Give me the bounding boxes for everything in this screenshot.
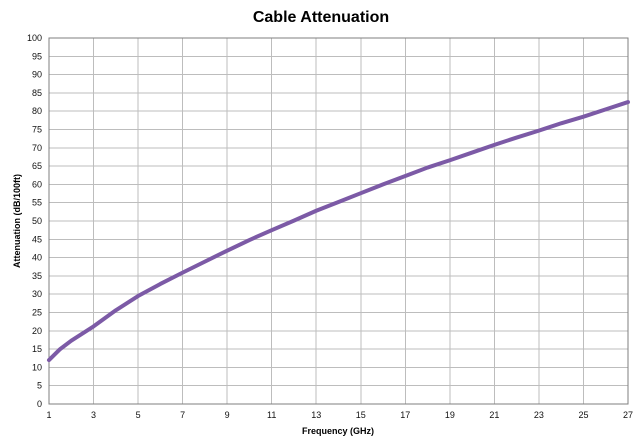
y-tick-label: 40 xyxy=(32,253,42,263)
y-axis-label: Attenuation (dB/100ft) xyxy=(12,174,22,268)
y-tick-label: 75 xyxy=(32,125,42,135)
y-axis-ticks: 0 5 10 15 20 25 30 35 40 45 50 55 60 65 70 75 80 85 90 95 10… xyxy=(27,33,42,409)
y-tick-label: 100 xyxy=(27,33,42,43)
y-tick-label: 65 xyxy=(32,161,42,171)
x-tick-label: 25 xyxy=(578,410,588,420)
y-tick-label: 30 xyxy=(32,289,42,299)
x-axis-ticks: 1 3 5 7 9 11 13 15 17 19 21 23 25 27 xyxy=(46,410,633,420)
grid-layer xyxy=(48,37,629,405)
series-layer xyxy=(47,100,630,363)
y-tick-label: 10 xyxy=(32,362,42,372)
y-tick-label: 0 xyxy=(37,399,42,409)
y-tick-label: 25 xyxy=(32,308,42,318)
series-line xyxy=(47,100,630,363)
y-tick-label: 20 xyxy=(32,326,42,336)
x-tick-label: 5 xyxy=(136,410,141,420)
x-tick-label: 21 xyxy=(489,410,499,420)
x-tick-label: 1 xyxy=(46,410,51,420)
y-tick-label: 50 xyxy=(32,216,42,226)
plot-frame xyxy=(48,37,629,405)
x-tick-label: 27 xyxy=(623,410,633,420)
y-tick-label: 70 xyxy=(32,143,42,153)
y-tick-label: 35 xyxy=(32,271,42,281)
x-tick-label: 17 xyxy=(400,410,410,420)
x-tick-label: 9 xyxy=(225,410,230,420)
y-tick-label: 5 xyxy=(37,381,42,391)
y-tick-label: 45 xyxy=(32,234,42,244)
y-tick-label: 55 xyxy=(32,198,42,208)
y-tick-label: 60 xyxy=(32,179,42,189)
y-tick-label: 95 xyxy=(32,51,42,61)
x-tick-label: 11 xyxy=(267,410,276,420)
y-tick-label: 85 xyxy=(32,88,42,98)
x-tick-label: 19 xyxy=(445,410,455,420)
x-tick-label: 3 xyxy=(91,410,96,420)
chart-title: Cable Attenuation xyxy=(253,9,389,26)
y-tick-label: 15 xyxy=(32,344,42,354)
x-tick-label: 7 xyxy=(180,410,185,420)
y-tick-label: 80 xyxy=(32,106,42,116)
y-tick-label: 90 xyxy=(32,70,42,80)
x-tick-label: 13 xyxy=(311,410,321,420)
x-tick-label: 15 xyxy=(356,410,366,420)
x-axis-label: Frequency (GHz) xyxy=(302,426,374,436)
x-tick-label: 23 xyxy=(534,410,544,420)
